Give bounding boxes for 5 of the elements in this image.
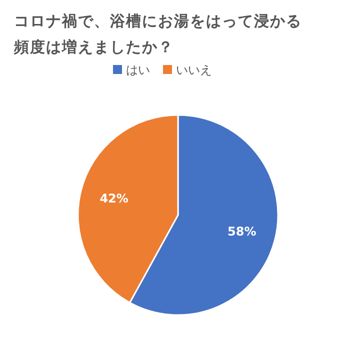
legend-label: はい: [126, 63, 150, 77]
legend-label: いいえ: [176, 63, 212, 77]
chart-title: コロナ禍で、浴槽にお湯をはって浸かる頻度は増えましたか？: [14, 11, 303, 58]
data-label: 42%: [100, 192, 128, 206]
data-label: 58%: [228, 224, 256, 238]
